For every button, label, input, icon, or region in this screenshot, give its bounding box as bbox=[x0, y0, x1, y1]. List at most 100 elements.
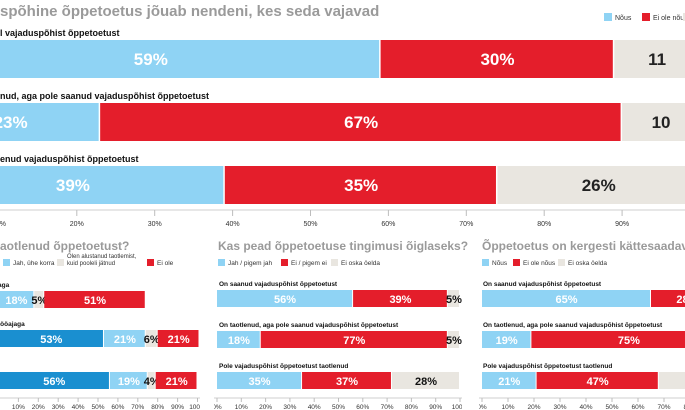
bar-segment bbox=[260, 331, 447, 348]
category-label: Pole vajaduspõhist õppetoetust taotlenud bbox=[219, 363, 348, 370]
bar-segment bbox=[44, 291, 145, 308]
data-label: 56% bbox=[274, 294, 296, 306]
data-label: 21% bbox=[114, 334, 136, 346]
data-label: 59% bbox=[134, 50, 168, 69]
category-label: On taotlenud, aga pole saanud vajaduspõh… bbox=[219, 322, 399, 329]
small-chart-group: Jah / pigem jah Ei / pigem ei Ei oska öeld… bbox=[212, 259, 462, 410]
chart-title: taotlenud õppetoetust? bbox=[0, 239, 129, 253]
x-tick-label: 20% bbox=[259, 404, 272, 410]
bar-segment bbox=[224, 166, 496, 204]
bar-segment bbox=[34, 291, 44, 308]
x-tick-label: 20% bbox=[527, 404, 540, 410]
x-tick-label: 80% bbox=[405, 404, 418, 410]
bar-segment bbox=[0, 40, 380, 78]
bar-segment bbox=[217, 331, 260, 348]
data-label: 23% bbox=[0, 113, 28, 132]
legend-swatch bbox=[331, 259, 338, 266]
data-label: 26% bbox=[582, 176, 616, 195]
bar-segment bbox=[651, 290, 685, 307]
x-tick-label: 0% bbox=[212, 404, 222, 410]
small-chart-group: Jah, ühe korra Olen alustanud taotlemist,… bbox=[0, 254, 200, 410]
data-label: 18% bbox=[228, 335, 250, 347]
x-tick-label: 10% bbox=[501, 404, 514, 410]
legend-swatch bbox=[482, 259, 489, 266]
bar-segment bbox=[614, 40, 685, 78]
legend-swatch bbox=[604, 13, 612, 21]
data-label: 47% bbox=[587, 376, 609, 388]
x-tick-label: 20% bbox=[70, 221, 84, 228]
legend-label: Ei ole bbox=[157, 260, 174, 267]
bar-segment bbox=[380, 40, 613, 78]
legend-label: Jah, ühe korra bbox=[13, 260, 55, 267]
data-label: 67% bbox=[344, 113, 378, 132]
bar-segment bbox=[217, 372, 302, 389]
category-label: l vajaduspõhist õppetoetust bbox=[0, 28, 120, 38]
legend-swatch bbox=[558, 259, 565, 266]
data-label: 30% bbox=[480, 50, 514, 69]
bar-segment bbox=[353, 290, 447, 307]
x-tick-label: 60% bbox=[111, 404, 124, 410]
bar-segment bbox=[482, 331, 531, 348]
x-tick-label: 30% bbox=[52, 404, 65, 410]
bar-segment bbox=[147, 372, 155, 389]
category-label: On saanud vajaduspõhist õppetoetust bbox=[219, 281, 338, 288]
bar-segment bbox=[497, 166, 685, 204]
bar-segment bbox=[100, 103, 621, 141]
legend-swatch bbox=[281, 259, 288, 266]
data-label: 5% bbox=[31, 295, 47, 307]
x-tick-label: 50% bbox=[332, 404, 345, 410]
data-label: 28% bbox=[676, 294, 685, 306]
data-label: 39% bbox=[389, 294, 411, 306]
legend-label: kuid pooleli jätnud bbox=[67, 261, 115, 267]
legend-label: Ei ole nõus bbox=[523, 260, 556, 267]
x-tick-label: 80% bbox=[151, 404, 164, 410]
chart-title: spõhine õppetoetus jõuab nendeni, kes se… bbox=[0, 3, 379, 20]
x-tick-label: 40% bbox=[72, 404, 85, 410]
bar-segment bbox=[482, 372, 536, 389]
legend-swatch bbox=[513, 259, 520, 266]
data-label: 21% bbox=[168, 334, 190, 346]
x-tick-label: 60% bbox=[381, 221, 395, 228]
data-label: 51% bbox=[84, 295, 106, 307]
data-label: 21% bbox=[166, 376, 188, 388]
x-tick-label: 70% bbox=[657, 404, 670, 410]
category-label: On taotlenud, aga pole saanud vajaduspõh… bbox=[483, 322, 663, 329]
data-label: 77% bbox=[343, 335, 365, 347]
legend-swatch bbox=[57, 259, 64, 266]
bar-segment bbox=[391, 372, 459, 389]
x-tick-label: 70% bbox=[131, 404, 144, 410]
bar-segment bbox=[0, 291, 34, 308]
bar-segment bbox=[0, 372, 109, 389]
data-label: 18% bbox=[5, 295, 27, 307]
bar-segment bbox=[658, 372, 685, 389]
x-tick-label: 10% bbox=[235, 404, 248, 410]
legend-label: Nõus bbox=[615, 15, 632, 22]
data-label: 10 bbox=[652, 113, 671, 132]
bar-segment bbox=[531, 331, 685, 348]
legend-label: Ei ole nõus bbox=[653, 15, 685, 22]
data-label: 5% bbox=[446, 294, 462, 306]
x-tick-label: 30% bbox=[553, 404, 566, 410]
x-tick-label: 90% bbox=[615, 221, 629, 228]
x-tick-label: 0% bbox=[477, 404, 487, 410]
data-label: 28% bbox=[415, 376, 437, 388]
data-label: 65% bbox=[555, 294, 577, 306]
data-label: 35% bbox=[344, 176, 378, 195]
x-tick-label: 90% bbox=[429, 404, 442, 410]
bar-segment bbox=[0, 103, 99, 141]
bar-segment bbox=[0, 330, 103, 347]
data-label: 56% bbox=[43, 376, 65, 388]
legend-label: Ei oska öelda bbox=[341, 260, 380, 267]
bar-segment bbox=[217, 290, 353, 307]
chart-title: Õppetoetus on kergesti kättesaadav bbox=[482, 238, 685, 253]
data-label: 5% bbox=[446, 335, 462, 347]
bar-segment bbox=[145, 330, 157, 347]
x-tick-label: 40% bbox=[308, 404, 321, 410]
bar-segment bbox=[103, 330, 145, 347]
bar-segment bbox=[482, 290, 650, 307]
data-label: 75% bbox=[618, 335, 640, 347]
bar-segment bbox=[447, 331, 459, 348]
data-label: 21% bbox=[498, 376, 520, 388]
legend-swatch bbox=[218, 259, 225, 266]
category-label: On saanud vajaduspõhist õppetoetust bbox=[483, 281, 602, 288]
